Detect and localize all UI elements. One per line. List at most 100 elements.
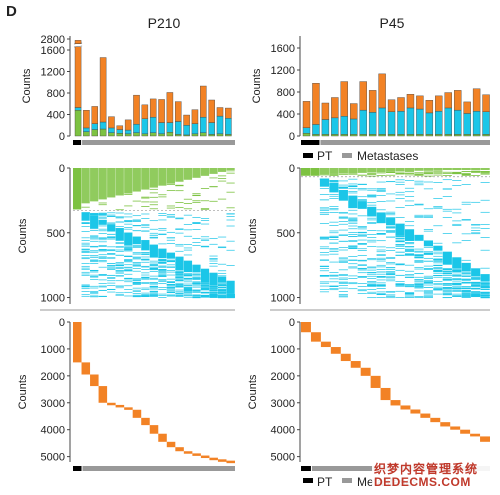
- heat-line-cyan: [367, 230, 377, 231]
- y-tick-label: 3000: [271, 398, 295, 410]
- heat-block-cyan: [200, 268, 210, 283]
- heat-line-cyan: [141, 287, 150, 289]
- heat-line-cyan: [386, 217, 396, 219]
- heat-line-cyan: [480, 287, 490, 289]
- heat-cell-green: [132, 168, 141, 192]
- heat-line-cyan: [217, 246, 227, 248]
- heat-line-green: [471, 172, 481, 173]
- heat-line-cyan: [423, 252, 433, 254]
- heat-line-cyan: [183, 295, 193, 297]
- heat-line-cyan: [81, 255, 90, 256]
- heat-line-cyan: [90, 293, 99, 295]
- heat-line-cyan: [192, 245, 201, 246]
- heat-line-cyan: [357, 234, 367, 236]
- heat-line-cyan: [433, 289, 443, 291]
- heat-line-cyan: [348, 218, 358, 220]
- heat-step-orange: [183, 451, 193, 454]
- heat-line-cyan: [414, 204, 424, 206]
- heat-line-cyan: [209, 258, 218, 260]
- heat-line-cyan: [192, 296, 201, 298]
- heat-line-cyan: [376, 277, 386, 278]
- heat-line-green: [480, 173, 490, 175]
- heat-line-cyan: [158, 293, 167, 295]
- heat-line-cyan: [132, 278, 141, 280]
- heat-line-cyan: [166, 291, 176, 293]
- heat-line-cyan: [115, 249, 124, 251]
- heat-line-green: [338, 173, 348, 175]
- bar-segment-cyan: [133, 123, 140, 133]
- heat-line-cyan: [217, 293, 227, 295]
- heat-line-cyan: [124, 270, 133, 272]
- heat-line-green: [329, 175, 339, 176]
- heat-step-orange: [370, 375, 381, 388]
- heat-line-cyan: [166, 281, 176, 282]
- heat-line-cyan: [461, 296, 471, 298]
- heat-line-cyan: [386, 291, 396, 292]
- heat-line-cyan: [107, 237, 116, 239]
- heat-line-green: [192, 200, 201, 202]
- heat-line-cyan: [461, 291, 471, 292]
- heat-line-cyan: [433, 293, 443, 295]
- heat-line-cyan: [348, 225, 358, 227]
- heat-line-cyan: [414, 182, 424, 184]
- heat-line-cyan: [90, 236, 99, 238]
- heat-line-cyan: [209, 290, 218, 291]
- heat-line-cyan: [471, 286, 481, 287]
- heat-line-cyan: [338, 278, 348, 280]
- heat-line-cyan: [166, 215, 176, 217]
- heat-line-cyan: [461, 286, 471, 287]
- heat-line-cyan: [461, 275, 471, 277]
- bar-segment-cyan: [368, 112, 377, 135]
- heat-line-green: [149, 188, 158, 190]
- heat-step-orange: [380, 387, 391, 401]
- heat-line-cyan: [423, 252, 433, 254]
- y-tick-label: 1200: [271, 65, 295, 77]
- heat-line-cyan: [338, 293, 348, 295]
- heat-line-cyan: [395, 254, 405, 256]
- heat-line-green: [217, 178, 227, 179]
- heat-line-cyan: [81, 262, 90, 264]
- heat-line-cyan: [338, 221, 348, 222]
- heat-line-cyan: [141, 256, 150, 258]
- bar-segment-orange: [141, 104, 149, 119]
- heat-line-cyan: [115, 263, 124, 265]
- y-tick-label: 3000: [41, 398, 65, 410]
- bar-segment-green: [108, 132, 115, 137]
- heat-line-cyan: [115, 242, 124, 244]
- heat-line-cyan: [175, 277, 184, 278]
- heat-line-cyan: [423, 214, 433, 216]
- heat-line-cyan: [319, 246, 330, 248]
- heat-line-cyan: [367, 278, 377, 279]
- bar-segment-cyan: [331, 117, 339, 135]
- heat-line-cyan: [149, 220, 158, 222]
- heat-line-cyan: [98, 214, 107, 215]
- heat-line-cyan: [338, 217, 348, 219]
- heat-line-cyan: [357, 226, 367, 227]
- heat-line-cyan: [217, 288, 227, 290]
- heat-cell-green: [115, 168, 124, 196]
- heat-line-cyan: [386, 262, 396, 263]
- bar-segment-green: [200, 132, 207, 137]
- heat-line-cyan: [442, 272, 452, 274]
- heat-line-cyan: [433, 182, 443, 183]
- heat-line-green: [471, 175, 481, 176]
- heat-line-cyan: [81, 231, 90, 232]
- heat-line-cyan: [81, 286, 90, 288]
- heat-line-cyan: [376, 284, 386, 286]
- heat-line-cyan: [404, 187, 415, 189]
- heat-line-cyan: [338, 275, 348, 276]
- heat-line-cyan: [404, 242, 415, 243]
- heat-line-cyan: [81, 257, 90, 259]
- heat-line-cyan: [442, 270, 452, 272]
- heat-line-cyan: [158, 274, 167, 276]
- heat-cell-green: [404, 168, 415, 172]
- heat-line-cyan: [319, 259, 330, 261]
- heat-line-cyan: [81, 294, 90, 296]
- heat-line-cyan: [357, 255, 367, 256]
- heat-line-cyan: [338, 223, 348, 225]
- heat-line-cyan: [452, 285, 462, 287]
- heat-line-cyan: [442, 233, 452, 234]
- heat-line-green: [149, 204, 158, 206]
- heat-line-cyan: [442, 290, 452, 291]
